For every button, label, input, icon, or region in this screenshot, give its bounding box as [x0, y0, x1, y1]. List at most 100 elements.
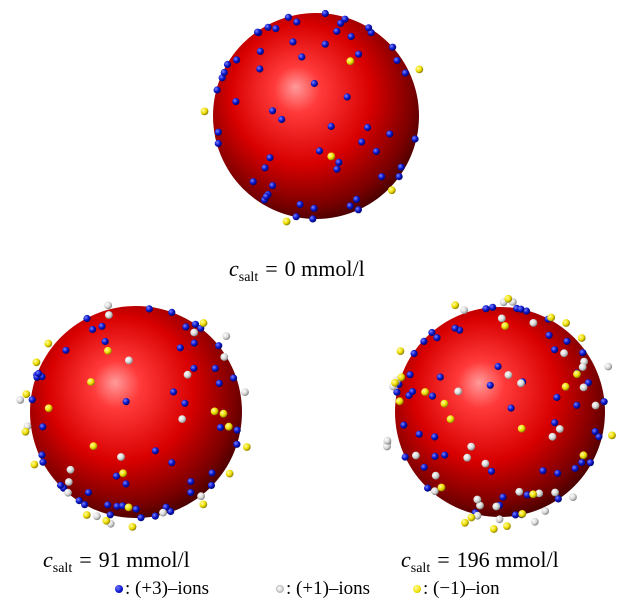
trivalent-cation-ion	[182, 323, 190, 331]
trivalent-cation-ion	[296, 200, 304, 209]
monovalent-anion-ion	[32, 358, 41, 367]
blue-ion-icon	[115, 585, 123, 593]
monovalent-anion-ion	[415, 65, 424, 74]
monovalent-cation-ion	[497, 314, 506, 323]
trivalent-cation-ion	[39, 423, 47, 431]
trivalent-cation-ion	[591, 428, 599, 436]
monovalent-anion-ion	[503, 522, 511, 530]
trivalent-cation-ion	[84, 489, 93, 497]
trivalent-cation-ion	[168, 308, 176, 316]
trivalent-cation-ion	[272, 25, 280, 33]
trivalent-cation-ion	[551, 419, 559, 427]
trivalent-cation-ion	[233, 426, 241, 434]
trivalent-cation-ion	[545, 331, 553, 339]
trivalent-cation-ion	[167, 507, 175, 516]
monovalent-anion-ion	[104, 346, 112, 355]
trivalent-cation-ion	[428, 392, 437, 400]
monovalent-anion-ion	[199, 500, 208, 509]
trivalent-cation-ion	[190, 364, 198, 372]
monovalent-anion-ion	[89, 442, 98, 450]
trivalent-cation-ion	[298, 53, 306, 61]
monovalent-cation-ion	[430, 487, 439, 496]
trivalent-cation-ion	[372, 147, 380, 156]
monovalent-anion-ion	[119, 469, 127, 478]
white-ion-icon	[276, 585, 284, 593]
trivalent-cation-ion	[113, 502, 121, 510]
trivalent-cation-ion	[400, 421, 408, 429]
caption-bottom-left: csalt = 91 mmol/l	[43, 547, 190, 576]
monovalent-cation-ion	[529, 319, 538, 327]
trivalent-cation-ion	[335, 158, 343, 166]
monovalent-cation-ion	[504, 371, 513, 379]
trivalent-cation-ion	[554, 469, 562, 477]
panel-top	[198, 8, 448, 240]
trivalent-cation-ion	[266, 154, 274, 162]
trivalent-cation-ion	[122, 480, 130, 488]
trivalent-cation-ion	[187, 488, 195, 497]
monovalent-cation-ion	[64, 488, 72, 497]
trivalent-cation-ion	[420, 337, 428, 345]
legend-monovalent-cation: : (+1)–ions	[276, 578, 370, 600]
trivalent-cation-ion	[333, 27, 341, 35]
trivalent-cation-ion	[269, 182, 277, 190]
trivalent-cation-ion	[451, 324, 459, 332]
trivalent-cation-ion	[487, 467, 496, 475]
trivalent-cation-ion	[137, 514, 145, 522]
trivalent-cation-ion	[39, 458, 47, 466]
trivalent-cation-ion	[315, 147, 324, 155]
trivalent-cation-ion	[337, 19, 345, 27]
trivalent-cation-ion	[600, 398, 608, 406]
trivalent-cation-ion	[401, 453, 409, 461]
macroion-sphere-bottom-left	[16, 301, 251, 531]
yellow-ion-icon	[413, 585, 421, 593]
monovalent-cation-ion	[579, 383, 588, 392]
trivalent-cation-ion	[151, 512, 159, 520]
trivalent-cation-ion	[151, 447, 159, 455]
monovalent-cation-ion	[383, 436, 392, 445]
trivalent-cation-ion	[507, 404, 515, 412]
trivalent-cation-ion	[75, 497, 83, 505]
monovalent-anion-ion	[437, 483, 446, 492]
trivalent-cation-ion	[424, 484, 432, 492]
trivalent-cation-ion	[104, 501, 112, 509]
monovalent-cation-ion	[183, 370, 192, 379]
monovalent-cation-ion	[64, 478, 73, 486]
trivalent-cation-ion	[595, 433, 603, 441]
trivalent-cation-ion	[539, 467, 547, 475]
monovalent-cation-ion	[591, 401, 600, 410]
trivalent-cation-ion	[343, 93, 351, 101]
macroion-body	[30, 306, 242, 518]
trivalent-cation-ion	[208, 469, 216, 477]
trivalent-cation-ion	[482, 305, 490, 313]
monovalent-anion-ion	[30, 460, 39, 469]
trivalent-cation-ion	[431, 433, 439, 441]
monovalent-cation-ion	[105, 311, 113, 319]
trivalent-cation-ion	[517, 305, 525, 313]
trivalent-cation-ion	[365, 24, 373, 32]
monovalent-anion-ion	[225, 469, 234, 478]
monovalent-cation-ion	[535, 489, 544, 498]
monovalent-anion-ion	[501, 322, 509, 330]
panel-bottom-left	[10, 290, 265, 535]
trivalent-cation-ion	[38, 451, 46, 459]
trivalent-cation-ion	[389, 43, 397, 51]
trivalent-cation-ion	[333, 165, 341, 173]
trivalent-cation-ion	[378, 173, 386, 181]
trivalent-cation-ion	[553, 393, 561, 401]
monovalent-anion-ion	[21, 427, 30, 436]
monovalent-anion-ion	[395, 397, 404, 406]
monovalent-cation-ion	[125, 356, 133, 365]
monovalent-cation-ion	[93, 512, 101, 521]
trivalent-cation-ion	[223, 60, 232, 69]
monovalent-anion-ion	[518, 510, 527, 518]
trivalent-cation-ion	[354, 206, 362, 214]
trivalent-cation-ion	[145, 305, 153, 313]
monovalent-cation-ion	[578, 363, 587, 371]
monovalent-cation-ion	[117, 453, 125, 461]
monovalent-cation-ion	[530, 517, 539, 526]
trivalent-cation-ion	[98, 322, 106, 330]
caption-bottom-right: csalt = 196 mmol/l	[401, 547, 559, 576]
trivalent-cation-ion	[119, 502, 127, 510]
trivalent-cation-ion	[176, 344, 184, 352]
